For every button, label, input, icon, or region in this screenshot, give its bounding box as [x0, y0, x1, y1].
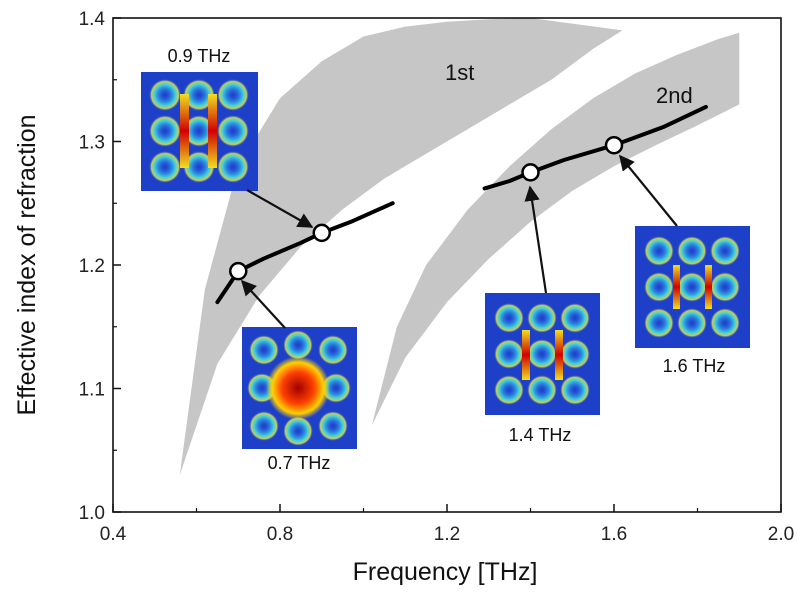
x-tick-label: 1.2 [434, 524, 460, 545]
y-tick-label: 1.1 [79, 380, 105, 401]
inset-1-6-thz [635, 226, 750, 348]
annotation-label: 0.9 THz [168, 46, 231, 66]
inset-0-7-thz [242, 327, 357, 449]
y-tick-label: 1.3 [79, 133, 105, 154]
x-axis-title: Frequency [THz] [353, 558, 538, 586]
band-label: 1st [445, 60, 474, 85]
inset-0-9-thz [141, 72, 258, 191]
y-axis-title: Effective index of refraction [13, 114, 41, 415]
y-tick-label: 1.4 [79, 9, 106, 30]
arrow-0-9-thz [246, 189, 314, 228]
x-tick-label: 0.4 [100, 524, 127, 545]
arrow-0-7-thz [240, 279, 286, 329]
annotation-label: 1.4 THz [509, 425, 572, 445]
data-point-2 [312, 223, 331, 243]
x-tick-label: 2.0 [768, 524, 794, 545]
y-tick-label: 1.2 [79, 256, 105, 277]
arrow-1-4-thz [524, 185, 548, 294]
tick-layer: 0.4 0.8 1.2 1.6 2.0 1.0 1.1 1.2 1.3 1.4 [79, 9, 795, 545]
series-line-2 [482, 104, 708, 191]
annotation-label: 0.7 THz [268, 453, 331, 473]
data-point-3 [521, 163, 540, 182]
band-label: 2nd [656, 83, 693, 108]
data-point-1 [229, 261, 248, 281]
annotation-arrows [240, 154, 678, 329]
arrow-1-6-thz [619, 154, 678, 227]
y-tick-label: 1.0 [79, 503, 105, 524]
x-tick-label: 1.6 [601, 524, 627, 545]
annotation-label: 1.6 THz [663, 356, 726, 376]
inset-1-4-thz [485, 293, 600, 415]
data-point-4 [604, 135, 624, 155]
marker-layer [229, 135, 624, 281]
x-tick-label: 0.8 [267, 524, 293, 545]
band-1 [179, 18, 623, 475]
